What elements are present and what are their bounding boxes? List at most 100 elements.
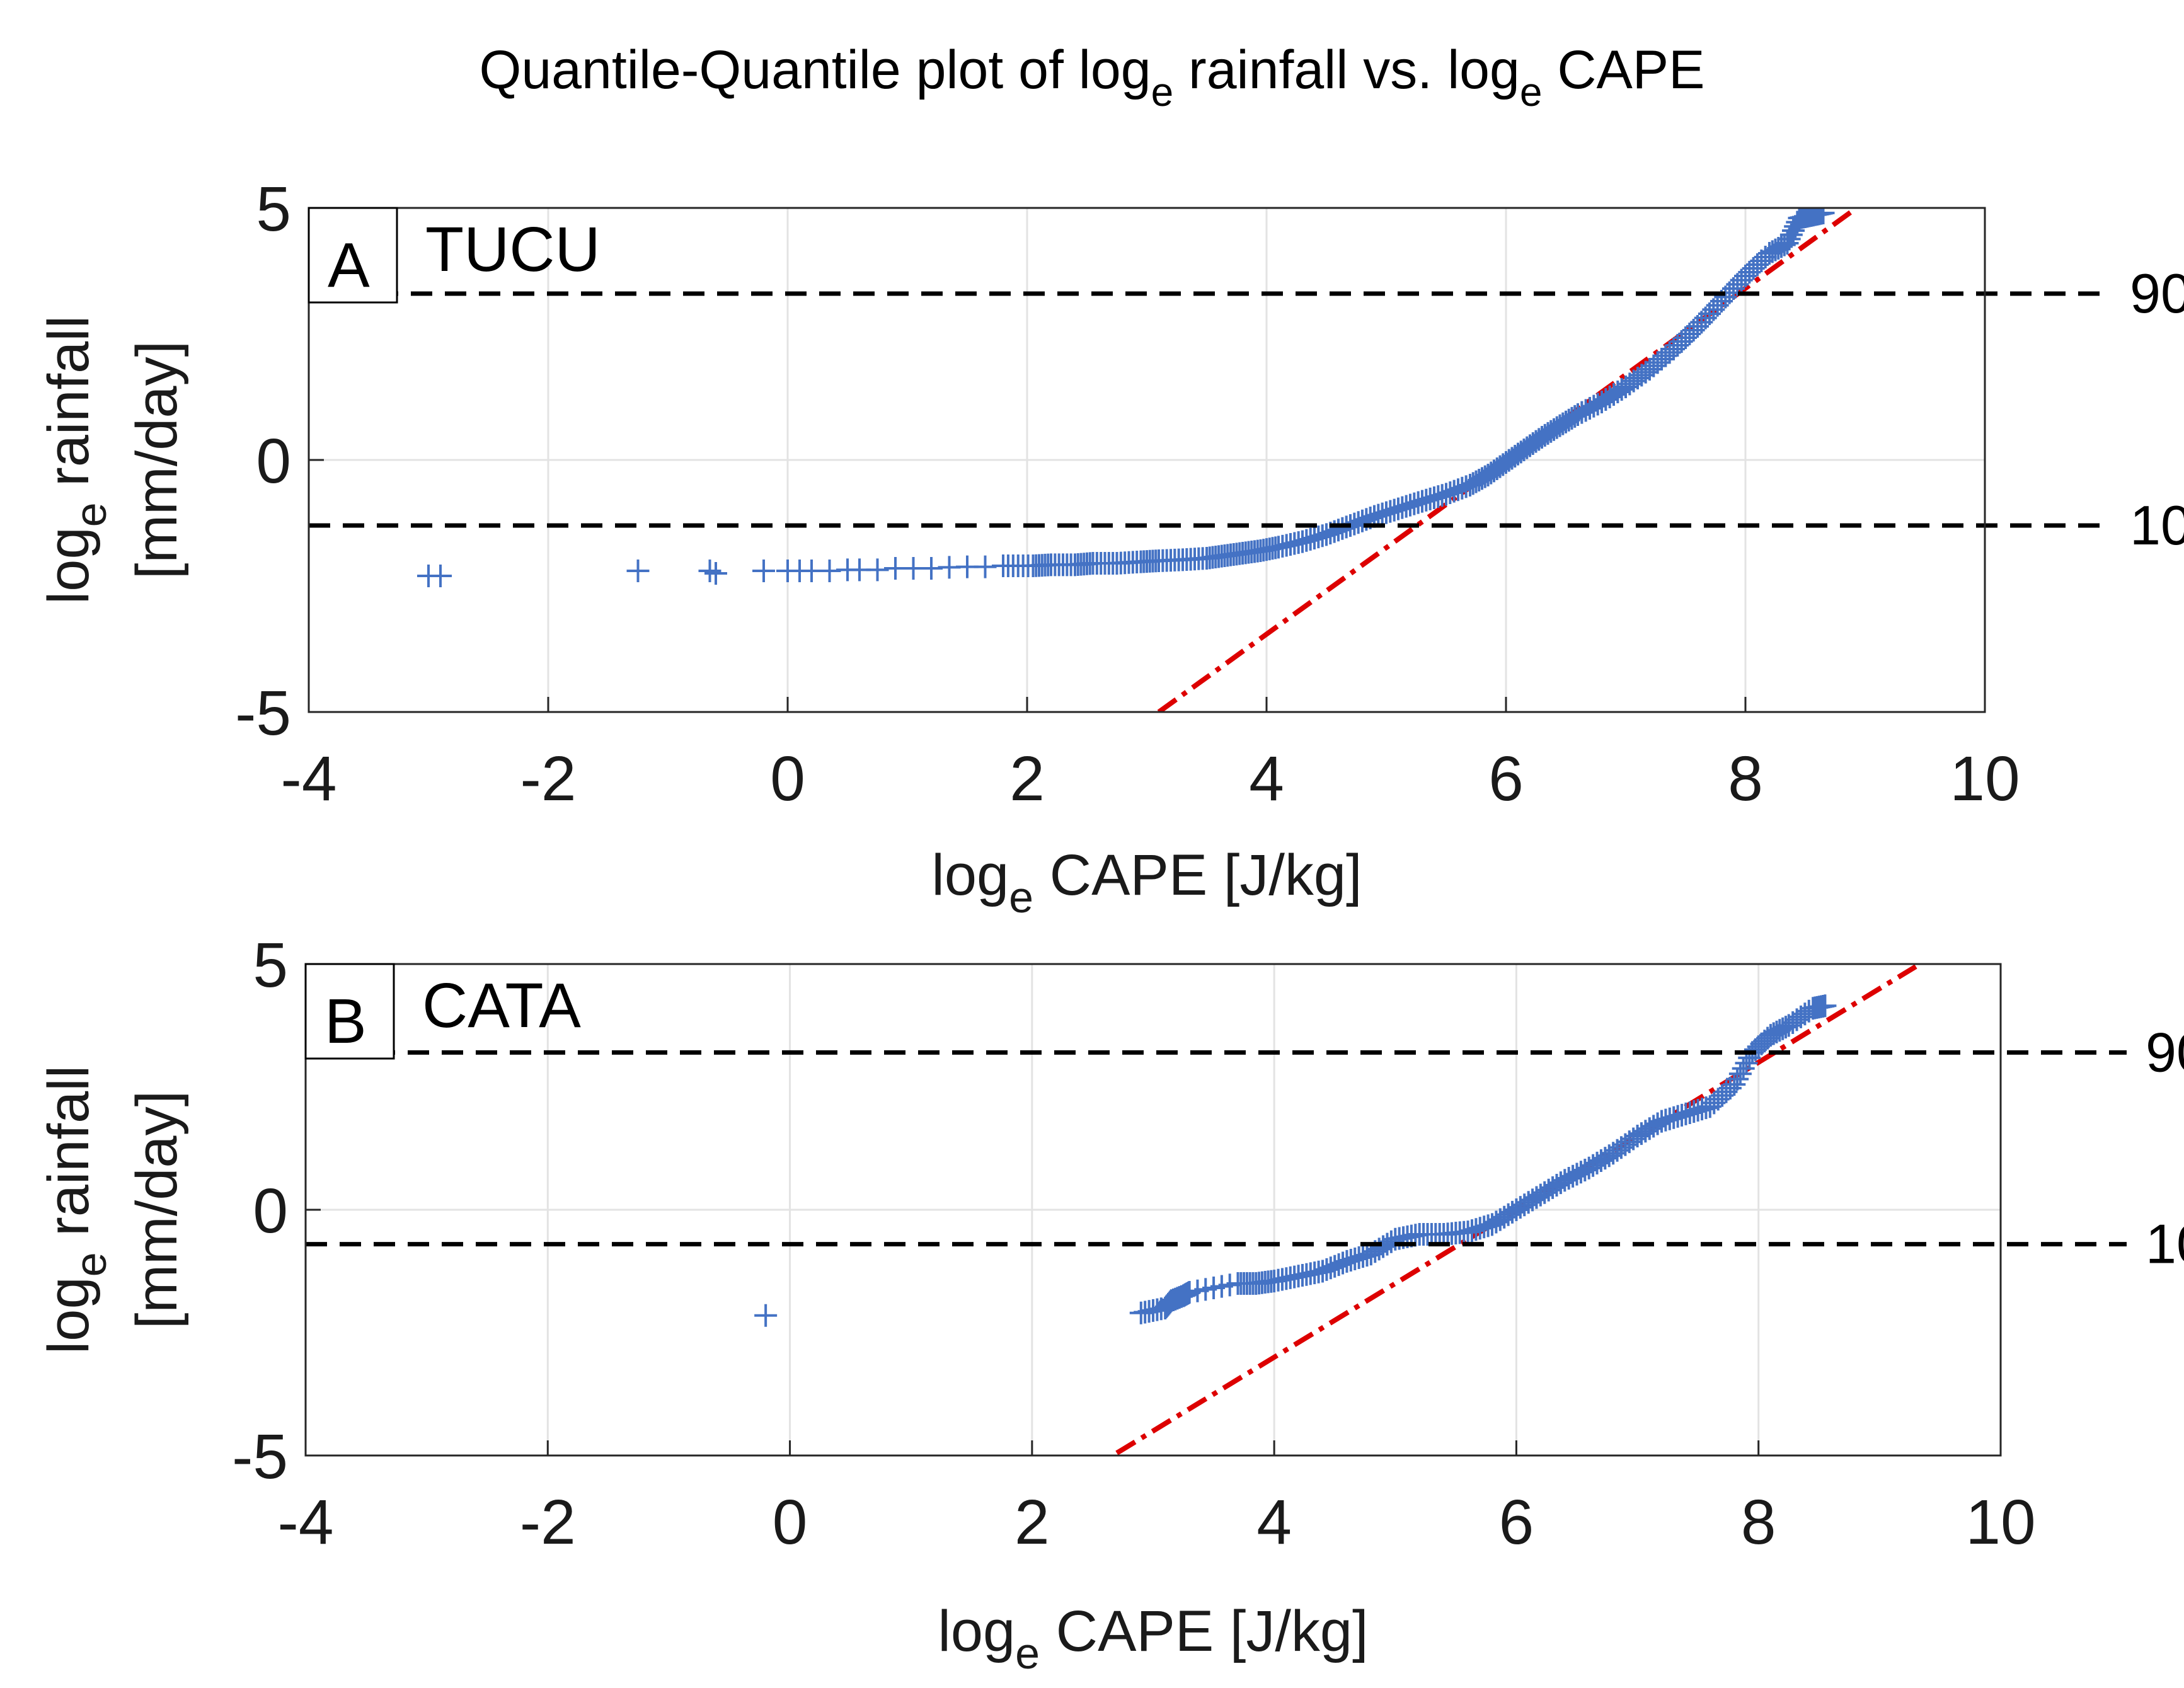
title-middle: rainfall vs. log <box>1173 40 1520 100</box>
panel-b-label: B <box>325 986 367 1057</box>
panel-b-qq-point <box>1594 1147 1617 1170</box>
panel-a-qq-point <box>1491 453 1515 476</box>
panel-b-y-axis-label-units: [mm/day] <box>125 1091 189 1329</box>
panel-a-qq-point <box>1509 440 1532 464</box>
panel-b-qq-point <box>1812 994 1835 1018</box>
panel-a-qq-point <box>1582 394 1606 418</box>
panel-b-label-box <box>304 963 395 1060</box>
panel-b-qq-point <box>754 1304 778 1327</box>
panel-b-ytick-label-0: -5 <box>232 1421 288 1492</box>
panel-b-xtick-label-1: -2 <box>520 1487 576 1558</box>
panel-a-qq-point <box>1630 364 1653 387</box>
panel-b-qq-point <box>1765 1020 1788 1043</box>
panel-a-xtick-label-3: 2 <box>1009 744 1045 814</box>
panel-b-y-axis-label: loge rainfall <box>37 1065 115 1354</box>
panel-a-percentile-label-90th: 90th <box>2130 262 2184 324</box>
panel-a-xtick-label-6: 8 <box>1728 744 1763 814</box>
panel-a-qq-point <box>429 565 452 587</box>
panel-a-xtick-label-1: -2 <box>520 744 577 814</box>
panel-b-ylabel-sub: e <box>66 1252 115 1277</box>
title-suffix: CAPE <box>1542 40 1704 100</box>
panel-b-percentile-label-10th: 10th <box>2146 1213 2184 1275</box>
panel-b-qq-point <box>1728 1062 1752 1086</box>
panel-a-percentile-labels: 90th 10th <box>2130 262 2184 556</box>
panel-a-qq-point <box>1548 414 1572 437</box>
panel-a-qq-point <box>1551 412 1575 435</box>
panel-b-series <box>754 964 1917 1455</box>
panel-b-qq-point <box>1177 1281 1200 1304</box>
panel-b-plot-area <box>306 964 2127 1455</box>
panel-b-ylabel-post: rainfall <box>37 1065 101 1253</box>
panel-b-qq-point <box>1750 1032 1773 1055</box>
panel-a-ytick-label-1: 0 <box>256 426 291 497</box>
panel-b-qq-point <box>1768 1019 1791 1042</box>
panel-a-percentile-label-10th: 10th <box>2130 494 2184 556</box>
panel-b-percentile-label-90th: 90th <box>2146 1021 2184 1083</box>
panel-a-qq-point <box>1461 472 1485 495</box>
panel-b-qq-point <box>1762 1022 1785 1045</box>
panel-a-y-axis-label-units: [mm/day] <box>125 341 189 579</box>
panel-b-ylabel-pre: log <box>37 1277 101 1354</box>
panel-a-qq-point <box>1555 410 1577 433</box>
panel-a-ylabel-pre: log <box>37 527 101 604</box>
panel-b-xtick-label-6: 8 <box>1741 1487 1776 1558</box>
panel-a-qq-point <box>1606 381 1629 403</box>
panel-b-qq-point <box>1521 1188 1544 1212</box>
panel-b-qq-point <box>1618 1130 1641 1154</box>
panel-a-qq-point <box>1654 344 1677 367</box>
panel-b-qq-point <box>1726 1067 1749 1091</box>
title-sub-2: e <box>1520 69 1543 115</box>
panel-a-ylabel-post: rainfall <box>37 316 101 503</box>
panel-a-qq-point <box>866 558 889 582</box>
panel-a-qq-point <box>752 560 775 582</box>
panel-a-x-ticks: -4 -2 0 2 4 6 8 10 <box>281 697 2020 814</box>
panel-a-qq-point <box>1543 418 1565 441</box>
panel-b-qq-point <box>1793 1002 1817 1026</box>
panel-a-qq-point <box>1536 422 1560 445</box>
panel-b-ytick-label-1: 0 <box>253 1176 288 1246</box>
panel-a-qq-point <box>1473 465 1497 488</box>
panel-b-xlabel-post: CAPE [J/kg] <box>1040 1599 1369 1663</box>
panel-a-qq-point <box>1810 208 1833 225</box>
panel-a-xlabel-pre: log <box>931 843 1009 907</box>
panel-b-xtick-label-7: 10 <box>1965 1487 2035 1558</box>
panel-a-series <box>417 208 1855 712</box>
panel-a-qq-point <box>1503 445 1527 468</box>
panel-a-qq-point <box>704 562 727 585</box>
panel-a-qq-point <box>1764 238 1787 261</box>
panel-a-xtick-label-2: 0 <box>770 744 805 814</box>
panel-b-xlabel-sub: e <box>1015 1629 1040 1678</box>
panel-a-y-axis-label: loge rainfall <box>37 316 115 604</box>
panel-a-qq-point <box>1527 428 1551 451</box>
panel-a-plot-area <box>309 208 2111 712</box>
panel-a-qq-point <box>1485 457 1509 480</box>
panel-a-qq-point <box>1468 469 1491 491</box>
panel-a-qq-point <box>1678 323 1701 345</box>
panel-b-percentile-labels: 90th 10th <box>2146 1021 2184 1275</box>
panel-a-qq-point <box>1483 459 1505 483</box>
panel-b-x-ticks: -4 -2 0 2 4 6 8 10 <box>278 1440 2036 1558</box>
panel-a-qq-point <box>1521 432 1544 455</box>
panel-a-label-box <box>307 207 398 304</box>
panel-b-qq-point <box>1735 1052 1758 1075</box>
figure-title: Quantile-Quantile plot of loge rainfall … <box>479 40 1704 115</box>
panel-a-qq-point <box>1750 250 1773 272</box>
panel-a-ylabel-sub: e <box>66 502 115 527</box>
panel-b-qq-point <box>1569 1161 1592 1184</box>
panel-b-qq-point <box>1756 1026 1779 1050</box>
panel-a-y-ticks: -5 0 5 <box>235 174 324 749</box>
panel-b-xtick-label-3: 2 <box>1014 1487 1050 1558</box>
panel-b-y-ticks: -5 0 5 <box>232 930 321 1492</box>
panel-b-qq-point <box>1327 1253 1350 1277</box>
panel-a-qq-point <box>1726 273 1749 296</box>
panel-a-qq-point <box>1761 240 1784 263</box>
panel-a-xtick-label-5: 6 <box>1488 744 1524 814</box>
panel-a-qq-point <box>1471 467 1493 490</box>
panel-b-xtick-label-4: 4 <box>1256 1487 1292 1558</box>
panel-b-site-label: CATA <box>422 970 581 1041</box>
panel-b-xtick-label-0: -4 <box>278 1487 334 1558</box>
panel-a-ytick-label-0: -5 <box>235 678 291 749</box>
panel-a-qq-point <box>1560 406 1583 430</box>
panel-a-qq-point <box>1500 447 1524 470</box>
